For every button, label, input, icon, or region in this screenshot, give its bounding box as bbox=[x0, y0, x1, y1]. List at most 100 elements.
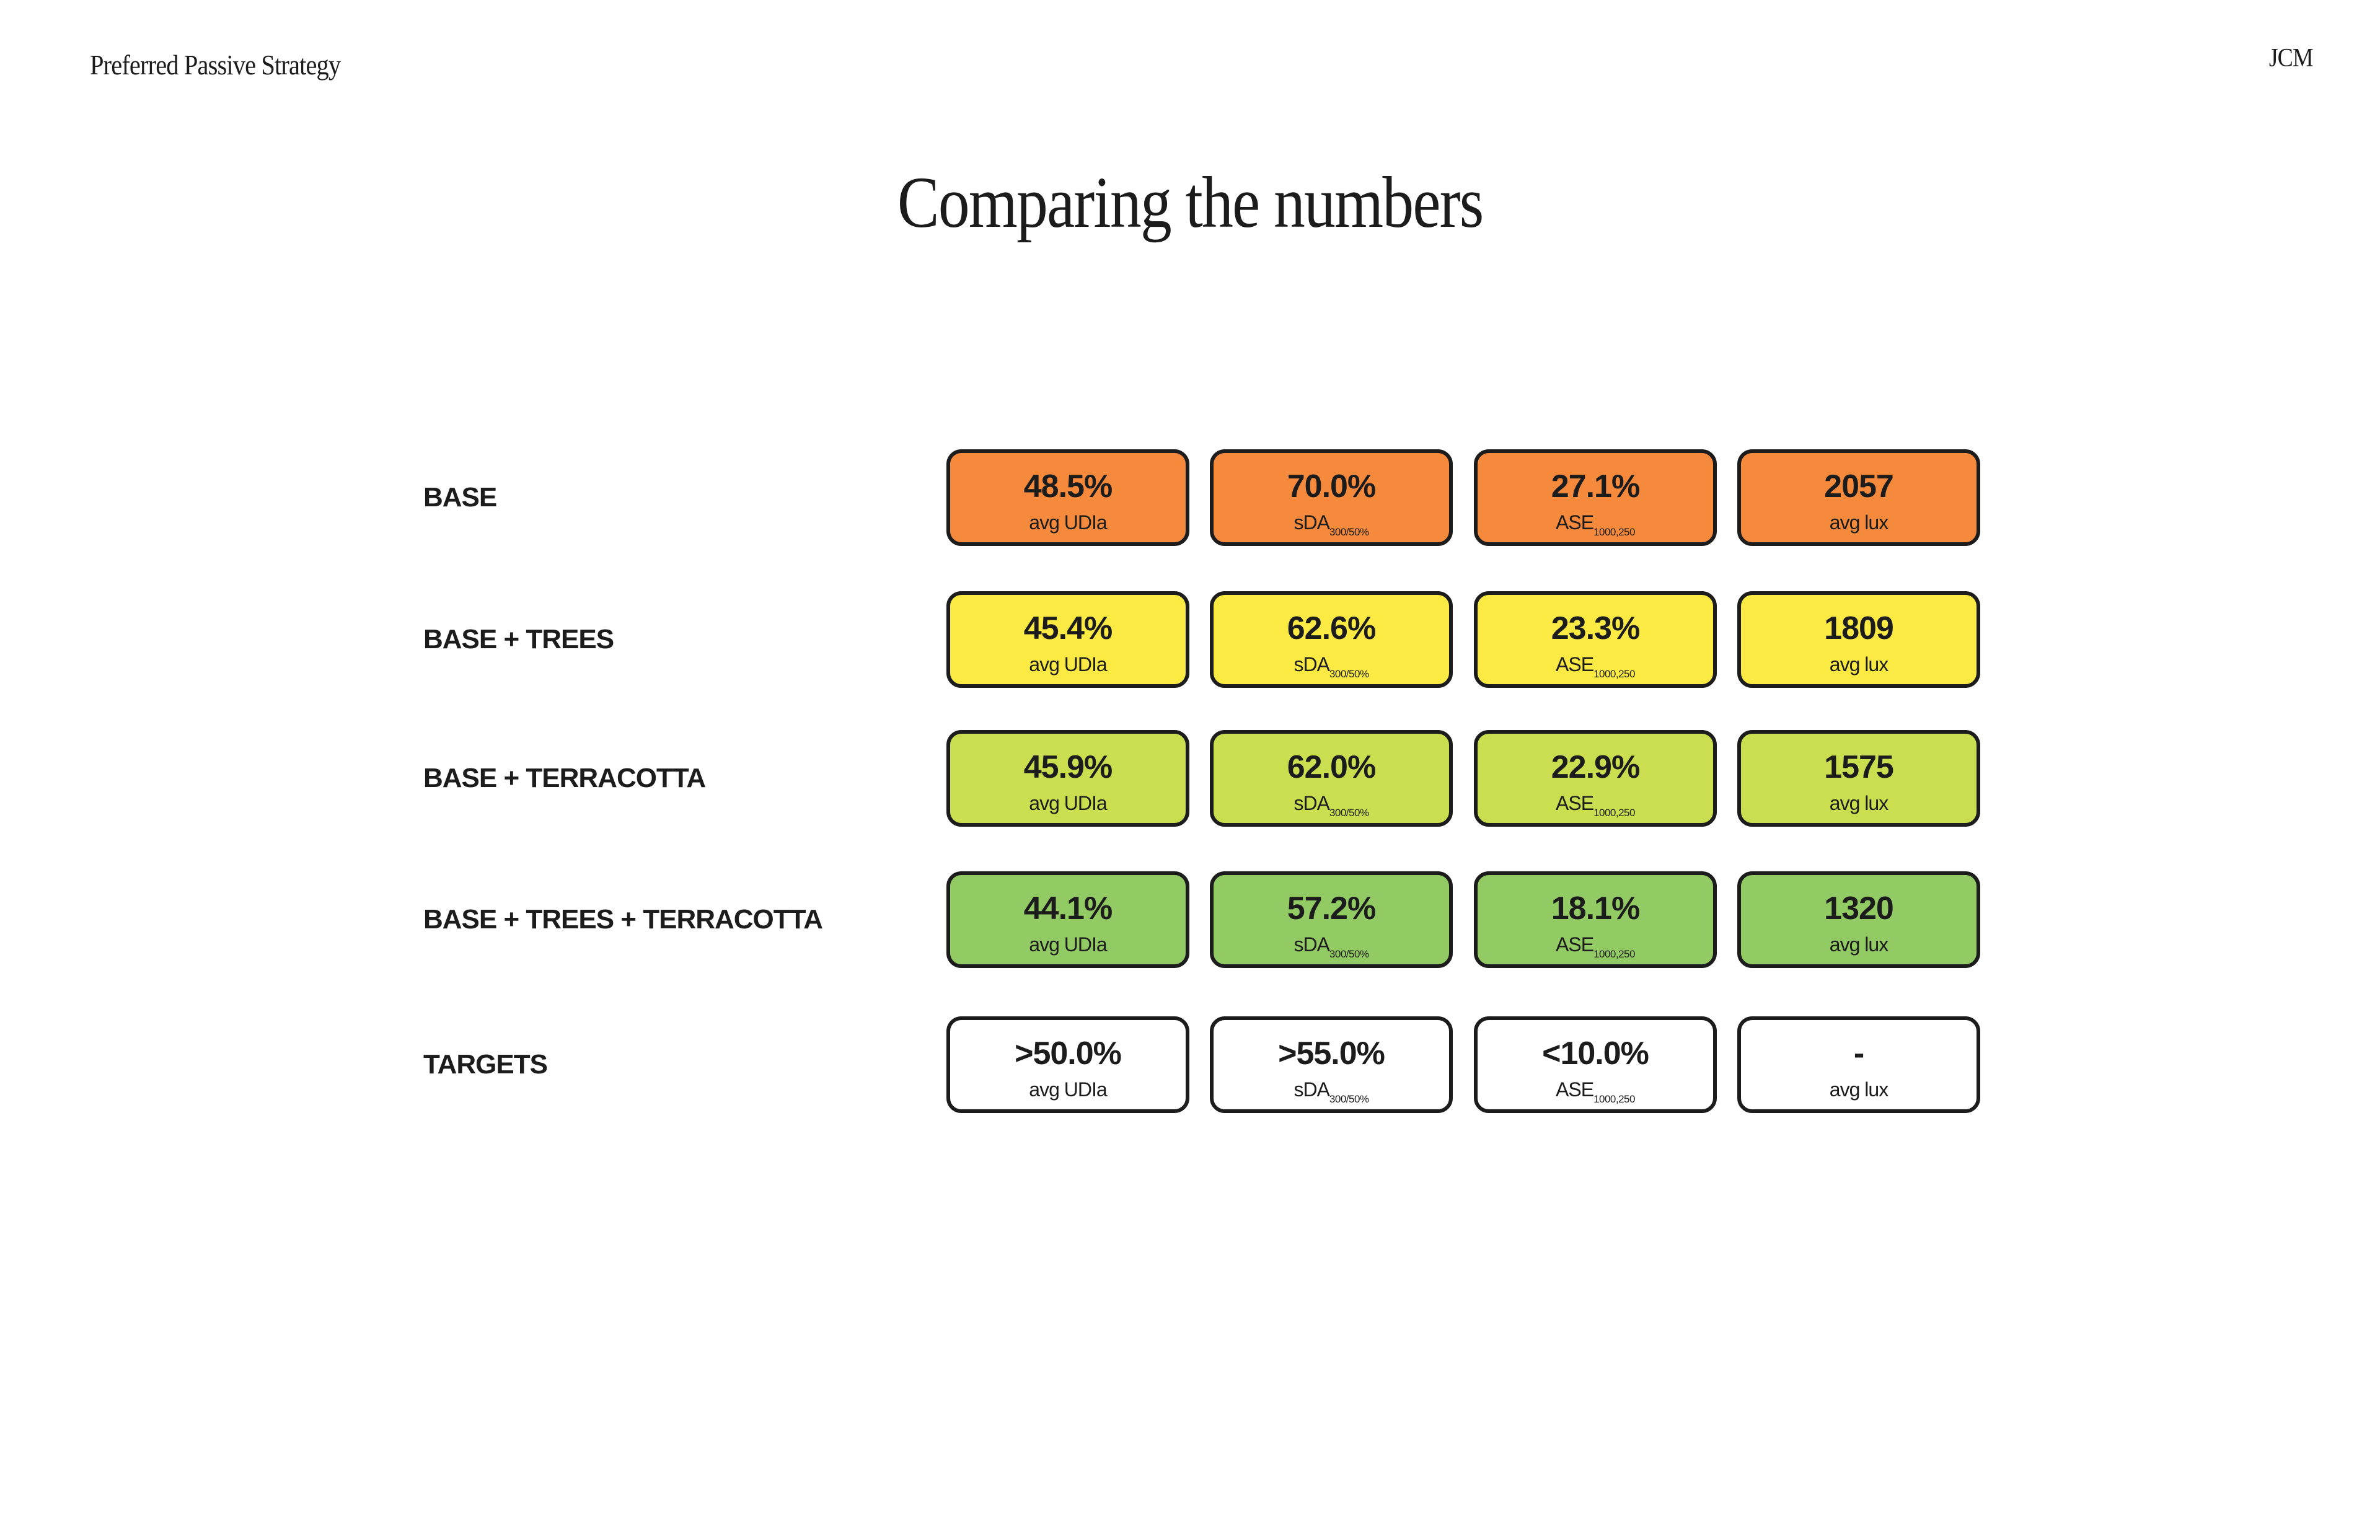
metric-value: 48.5% bbox=[1023, 469, 1113, 504]
metric-label: avg lux bbox=[1741, 513, 1977, 532]
metric-name: sDA bbox=[1294, 1078, 1329, 1101]
metric-name: avg UDIa bbox=[1029, 511, 1107, 534]
metric-name: avg UDIa bbox=[1029, 1078, 1107, 1101]
metric-card: 1320 avg lux bbox=[1737, 871, 1980, 968]
metric-card: <10.0% ASE1000,250 bbox=[1474, 1016, 1717, 1113]
metric-name: sDA bbox=[1294, 933, 1329, 956]
metric-card: 70.0% sDA300/50% bbox=[1210, 449, 1453, 546]
metric-label: ASE1000,250 bbox=[1478, 935, 1713, 959]
row-label: BASE + TREES + TERRACOTTA bbox=[423, 904, 823, 935]
metric-label: ASE1000,250 bbox=[1478, 793, 1713, 818]
metric-label: avg UDIa bbox=[950, 513, 1186, 532]
metric-value: 1809 bbox=[1824, 610, 1894, 646]
metric-subscript: 1000,250 bbox=[1593, 526, 1635, 538]
metric-value: 45.9% bbox=[1023, 749, 1113, 785]
metric-card: 22.9% ASE1000,250 bbox=[1474, 730, 1717, 827]
metric-label: ASE1000,250 bbox=[1478, 1080, 1713, 1104]
metric-value: >55.0% bbox=[1278, 1036, 1385, 1071]
metric-card: >55.0% sDA300/50% bbox=[1210, 1016, 1453, 1113]
row-label: TARGETS bbox=[423, 1049, 548, 1080]
metric-card: 48.5% avg UDIa bbox=[946, 449, 1189, 546]
metric-name: avg UDIa bbox=[1029, 792, 1107, 814]
page-title: Comparing the numbers bbox=[0, 162, 2380, 243]
metric-value: 23.3% bbox=[1551, 610, 1640, 646]
page-title-text: Comparing the numbers bbox=[897, 162, 1484, 243]
metric-name: avg lux bbox=[1829, 511, 1889, 534]
metric-card: 45.4% avg UDIa bbox=[946, 591, 1189, 688]
metric-label: sDA300/50% bbox=[1214, 654, 1449, 679]
metric-value: 22.9% bbox=[1551, 749, 1640, 785]
row-label: BASE + TERRACOTTA bbox=[423, 763, 706, 793]
metric-value: 27.1% bbox=[1551, 469, 1640, 504]
metric-card: 18.1% ASE1000,250 bbox=[1474, 871, 1717, 968]
metric-label: avg UDIa bbox=[950, 793, 1186, 813]
metric-label: sDA300/50% bbox=[1214, 513, 1449, 537]
metric-name: avg UDIa bbox=[1029, 933, 1107, 956]
metric-value: 57.2% bbox=[1287, 891, 1376, 926]
metric-label: avg lux bbox=[1741, 654, 1977, 674]
section-title: Preferred Passive Strategy bbox=[90, 49, 341, 81]
metric-card: 1575 avg lux bbox=[1737, 730, 1980, 827]
metric-name: avg lux bbox=[1829, 792, 1889, 814]
metric-value: 2057 bbox=[1824, 469, 1894, 504]
metric-card: 27.1% ASE1000,250 bbox=[1474, 449, 1717, 546]
metric-label: sDA300/50% bbox=[1214, 793, 1449, 818]
metric-card: 45.9% avg UDIa bbox=[946, 730, 1189, 827]
metric-name: avg UDIa bbox=[1029, 653, 1107, 675]
metric-card: 44.1% avg UDIa bbox=[946, 871, 1189, 968]
metric-subscript: 1000,250 bbox=[1593, 1093, 1635, 1105]
metric-subscript: 300/50% bbox=[1329, 526, 1369, 538]
metric-card: 57.2% sDA300/50% bbox=[1210, 871, 1453, 968]
metric-subscript: 300/50% bbox=[1329, 668, 1369, 680]
metric-label: ASE1000,250 bbox=[1478, 654, 1713, 679]
metric-card: 62.6% sDA300/50% bbox=[1210, 591, 1453, 688]
metric-label: avg lux bbox=[1741, 935, 1977, 954]
metric-subscript: 1000,250 bbox=[1593, 668, 1635, 680]
metric-name: ASE bbox=[1556, 933, 1594, 956]
metric-value: <10.0% bbox=[1542, 1036, 1649, 1071]
metric-label: ASE1000,250 bbox=[1478, 513, 1713, 537]
metric-value: - bbox=[1853, 1036, 1864, 1071]
metric-value: 62.0% bbox=[1287, 749, 1376, 785]
metric-name: avg lux bbox=[1829, 933, 1889, 956]
metric-card: 1809 avg lux bbox=[1737, 591, 1980, 688]
metric-subscript: 300/50% bbox=[1329, 948, 1369, 960]
metric-name: ASE bbox=[1556, 1078, 1594, 1101]
metric-card: >50.0% avg UDIa bbox=[946, 1016, 1189, 1113]
metric-label: sDA300/50% bbox=[1214, 1080, 1449, 1104]
metric-value: 1575 bbox=[1824, 749, 1894, 785]
metric-name: avg lux bbox=[1829, 1078, 1889, 1101]
metric-label: avg UDIa bbox=[950, 654, 1186, 674]
metric-name: sDA bbox=[1294, 511, 1329, 534]
metric-label: avg lux bbox=[1741, 1080, 1977, 1099]
metric-name: sDA bbox=[1294, 653, 1329, 675]
row-label: BASE bbox=[423, 482, 497, 513]
metric-card: 62.0% sDA300/50% bbox=[1210, 730, 1453, 827]
metric-name: ASE bbox=[1556, 511, 1594, 534]
metric-value: 1320 bbox=[1824, 891, 1894, 926]
metric-value: 45.4% bbox=[1023, 610, 1113, 646]
metric-subscript: 1000,250 bbox=[1593, 807, 1635, 819]
metric-label: sDA300/50% bbox=[1214, 935, 1449, 959]
metric-card: - avg lux bbox=[1737, 1016, 1980, 1113]
metric-card: 2057 avg lux bbox=[1737, 449, 1980, 546]
metric-label: avg lux bbox=[1741, 793, 1977, 813]
metric-name: ASE bbox=[1556, 792, 1594, 814]
metric-value: 18.1% bbox=[1551, 891, 1640, 926]
metric-value: 62.6% bbox=[1287, 610, 1376, 646]
metric-value: 70.0% bbox=[1287, 469, 1376, 504]
metric-label: avg UDIa bbox=[950, 1080, 1186, 1099]
metric-subscript: 1000,250 bbox=[1593, 948, 1635, 960]
metric-name: ASE bbox=[1556, 653, 1594, 675]
metric-subscript: 300/50% bbox=[1329, 807, 1369, 819]
metric-value: >50.0% bbox=[1015, 1036, 1122, 1071]
metric-value: 44.1% bbox=[1023, 891, 1113, 926]
metric-subscript: 300/50% bbox=[1329, 1093, 1369, 1105]
brand-logo: JCM bbox=[2269, 44, 2314, 73]
metric-card: 23.3% ASE1000,250 bbox=[1474, 591, 1717, 688]
metric-name: sDA bbox=[1294, 792, 1329, 814]
row-label: BASE + TREES bbox=[423, 624, 614, 654]
metric-name: avg lux bbox=[1829, 653, 1889, 675]
metric-label: avg UDIa bbox=[950, 935, 1186, 954]
